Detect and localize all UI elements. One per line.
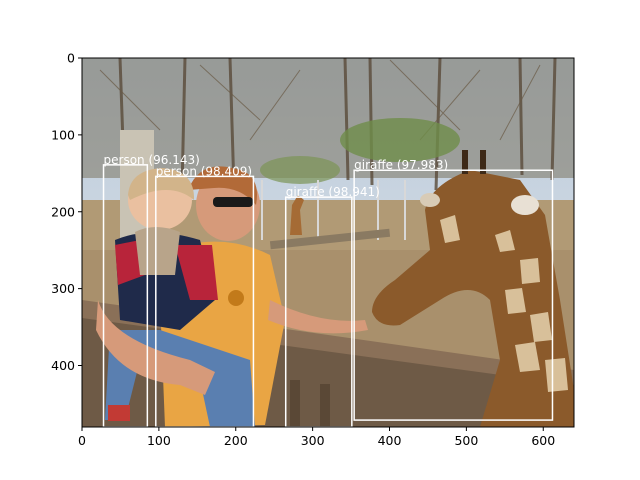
x-tick-label: 300 — [301, 433, 325, 448]
detection-box-4 — [353, 169, 554, 421]
y-tick-label: 200 — [51, 204, 75, 219]
y-tick-label: 400 — [51, 358, 75, 373]
detection-label-2: person (98.409) — [156, 164, 252, 178]
x-tick-label: 500 — [454, 433, 478, 448]
x-tick-label: 0 — [78, 433, 86, 448]
zoo-photo — [82, 58, 574, 427]
y-axis: 0 100 200 300 400 — [51, 51, 82, 373]
x-tick-label: 600 — [531, 433, 555, 448]
x-tick-label: 200 — [224, 433, 248, 448]
y-tick-label: 300 — [51, 281, 75, 296]
y-tick-label: 0 — [67, 51, 75, 66]
detection-overlay: person (96.143)person (98.409) giraffe (9… — [102, 153, 554, 428]
x-tick-label: 100 — [147, 433, 171, 448]
x-axis: 0 100 200 300 400 500 600 — [78, 427, 555, 448]
detection-label-4: giraffe (97.983) — [354, 158, 448, 172]
detection-label-3: giraffe (98.941) — [286, 185, 380, 199]
axes-frame — [81, 57, 575, 428]
x-tick-label: 400 — [378, 433, 402, 448]
y-tick-label: 100 — [51, 127, 75, 142]
detection-label-1: person (96.143) — [104, 153, 200, 167]
